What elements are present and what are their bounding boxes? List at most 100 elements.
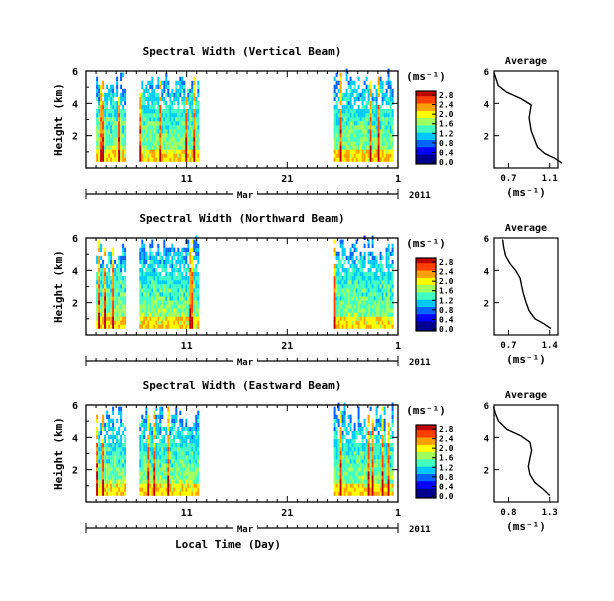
heatmap-cell [139,271,142,277]
heatmap-cell [355,463,358,468]
heatmap-cell [96,487,99,492]
heatmap-cell [120,459,123,464]
colorbar-tick-label: 1.2 [439,129,454,138]
heatmap-cell [347,483,350,488]
heatmap-cell [195,455,198,460]
heatmap-cell [377,292,380,297]
heatmap-cell [367,479,370,484]
heatmap-cell [161,267,164,273]
heatmap-cell [187,447,190,452]
heatmap-cell [359,137,362,142]
heatmap-cell [181,455,184,460]
heatmap-cell [333,455,336,460]
heatmap-cell [373,157,376,162]
heatmap-cell [347,121,350,126]
heatmap-cell [197,251,200,256]
heatmap-cell [193,80,196,85]
heatmap-cell [339,271,342,277]
heatmap-cell [197,320,200,325]
colorbar-segment [416,323,436,327]
heatmap-cell [369,491,372,496]
heatmap-cell [375,320,378,325]
colorbar-segment [416,311,436,315]
heatmap-cell [159,414,162,419]
heatmap-cell [183,117,186,122]
heatmap-cell [167,320,170,325]
heatmap-cell [151,88,154,94]
heatmap-cell [112,104,115,110]
heatmap-cell [151,84,154,89]
heatmap-cell [98,324,101,329]
heatmap-cell [104,288,107,293]
heatmap-cell [177,467,180,472]
heatmap-cell [337,320,340,325]
heatmap-cell [353,296,356,301]
heatmap-cell [159,113,162,118]
heatmap-cell [104,324,107,329]
heatmap-cell [373,121,376,126]
heatmap-cell [165,296,168,301]
heatmap-cell [98,133,101,138]
heatmap-cell [139,92,142,98]
heatmap-cell [349,280,352,285]
heatmap-cell [385,316,388,321]
heatmap-cell [363,312,366,317]
heatmap-cell [187,157,190,162]
heatmap-cell [389,284,392,289]
heatmap-cell [161,109,164,114]
heatmap-cell [177,251,180,256]
heatmap-cell [106,109,109,114]
heatmap-cell [361,88,364,94]
heatmap-cell [379,487,382,492]
heatmap-cell [149,84,152,89]
heatmap-cell [339,479,342,484]
heatmap-cell [112,312,115,317]
heatmap-cell [114,100,117,106]
heatmap-cell [371,438,374,444]
heatmap-cell [143,422,146,428]
heatmap-cell [151,104,154,110]
heatmap-cell [139,145,142,150]
heatmap-cell [363,284,366,289]
heatmap-cell [389,288,392,293]
heatmap-cell [98,96,101,102]
heatmap-cell [389,88,392,94]
heatmap-cell [108,438,111,444]
heatmap-cell [385,133,388,138]
heatmap-cell [345,96,348,102]
heatmap-cell [377,312,380,317]
heatmap-cell [171,137,174,142]
heatmap-cell [349,300,352,305]
heatmap-cell [361,463,364,468]
heatmap-cell [379,491,382,496]
heatmap-cell [98,447,101,452]
heatmap-cell [179,153,182,158]
heatmap-cell [175,463,178,468]
colorbar-segment [416,316,436,320]
heatmap-cell [157,129,160,134]
heatmap-cell [349,137,352,142]
heatmap-cell [183,487,186,492]
heatmap-cell [387,255,390,261]
heatmap-cell [112,308,115,313]
heatmap-cell [373,451,376,456]
heatmap-cell [391,292,394,297]
heatmap-cell [151,271,154,277]
heatmap-cell [181,247,184,252]
heatmap-cell [361,96,364,102]
heatmap-cell [375,129,378,134]
heatmap-cell [157,491,160,496]
heatmap-cell [104,96,107,102]
heatmap-cell [155,100,158,106]
heatmap-cell [337,96,340,102]
heatmap-cell [357,491,360,496]
heatmap-cell [114,280,117,285]
heatmap-cell [104,479,107,484]
heatmap-cell [114,288,117,293]
heatmap-cell [379,145,382,150]
heatmap-cell [100,157,103,162]
heatmap-cell [181,76,184,81]
heatmap-cell [100,292,103,297]
heatmap-cell [124,121,127,126]
heatmap-cell [165,487,168,492]
